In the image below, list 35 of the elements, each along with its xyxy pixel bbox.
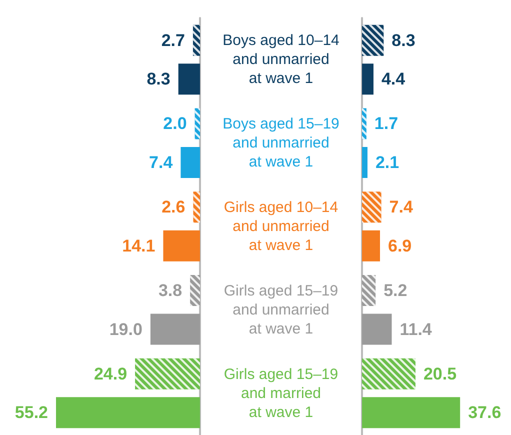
data-label: 24.9	[94, 364, 128, 384]
bar	[178, 64, 200, 95]
data-label: 2.7	[161, 30, 185, 50]
bar	[56, 397, 200, 428]
bar	[362, 230, 380, 262]
data-label: 6.9	[388, 236, 412, 256]
data-label: 20.5	[423, 364, 457, 384]
data-label: 5.2	[384, 281, 408, 300]
data-label: 37.6	[468, 403, 502, 422]
bar	[362, 64, 374, 95]
data-label: 19.0	[109, 320, 142, 339]
data-label: 4.4	[381, 70, 406, 89]
y-tick-label: Girls aged 10–14 and unmarried at wave 1	[224, 199, 338, 254]
bar	[362, 397, 460, 428]
data-label: 55.2	[14, 403, 48, 422]
bar	[180, 146, 200, 178]
y-tick-label: Girls aged 15–19 and married at wave 1	[224, 366, 338, 421]
data-label: 1.7	[374, 114, 398, 134]
y-tick-label: Boys aged 10–14 and unmarried at wave 1	[222, 32, 340, 88]
data-label: 2.1	[375, 152, 400, 172]
data-label: 14.1	[122, 236, 156, 256]
data-label: 2.6	[162, 198, 186, 217]
data-label: 7.4	[389, 198, 414, 217]
bar	[362, 314, 392, 345]
data-label: 7.4	[149, 152, 174, 172]
data-label: 3.8	[158, 281, 182, 300]
bar	[362, 146, 368, 178]
bar	[163, 230, 200, 262]
data-label: 8.3	[146, 70, 170, 89]
data-label: 11.4	[400, 320, 432, 339]
data-label: 2.0	[163, 114, 187, 134]
bar	[150, 314, 200, 345]
data-label: 8.3	[392, 30, 416, 50]
y-tick-label: Girls aged 15–19 and unmarried at wave 1	[224, 282, 338, 338]
y-tick-label: Boys aged 15–19 and unmarried at wave 1	[222, 116, 340, 171]
